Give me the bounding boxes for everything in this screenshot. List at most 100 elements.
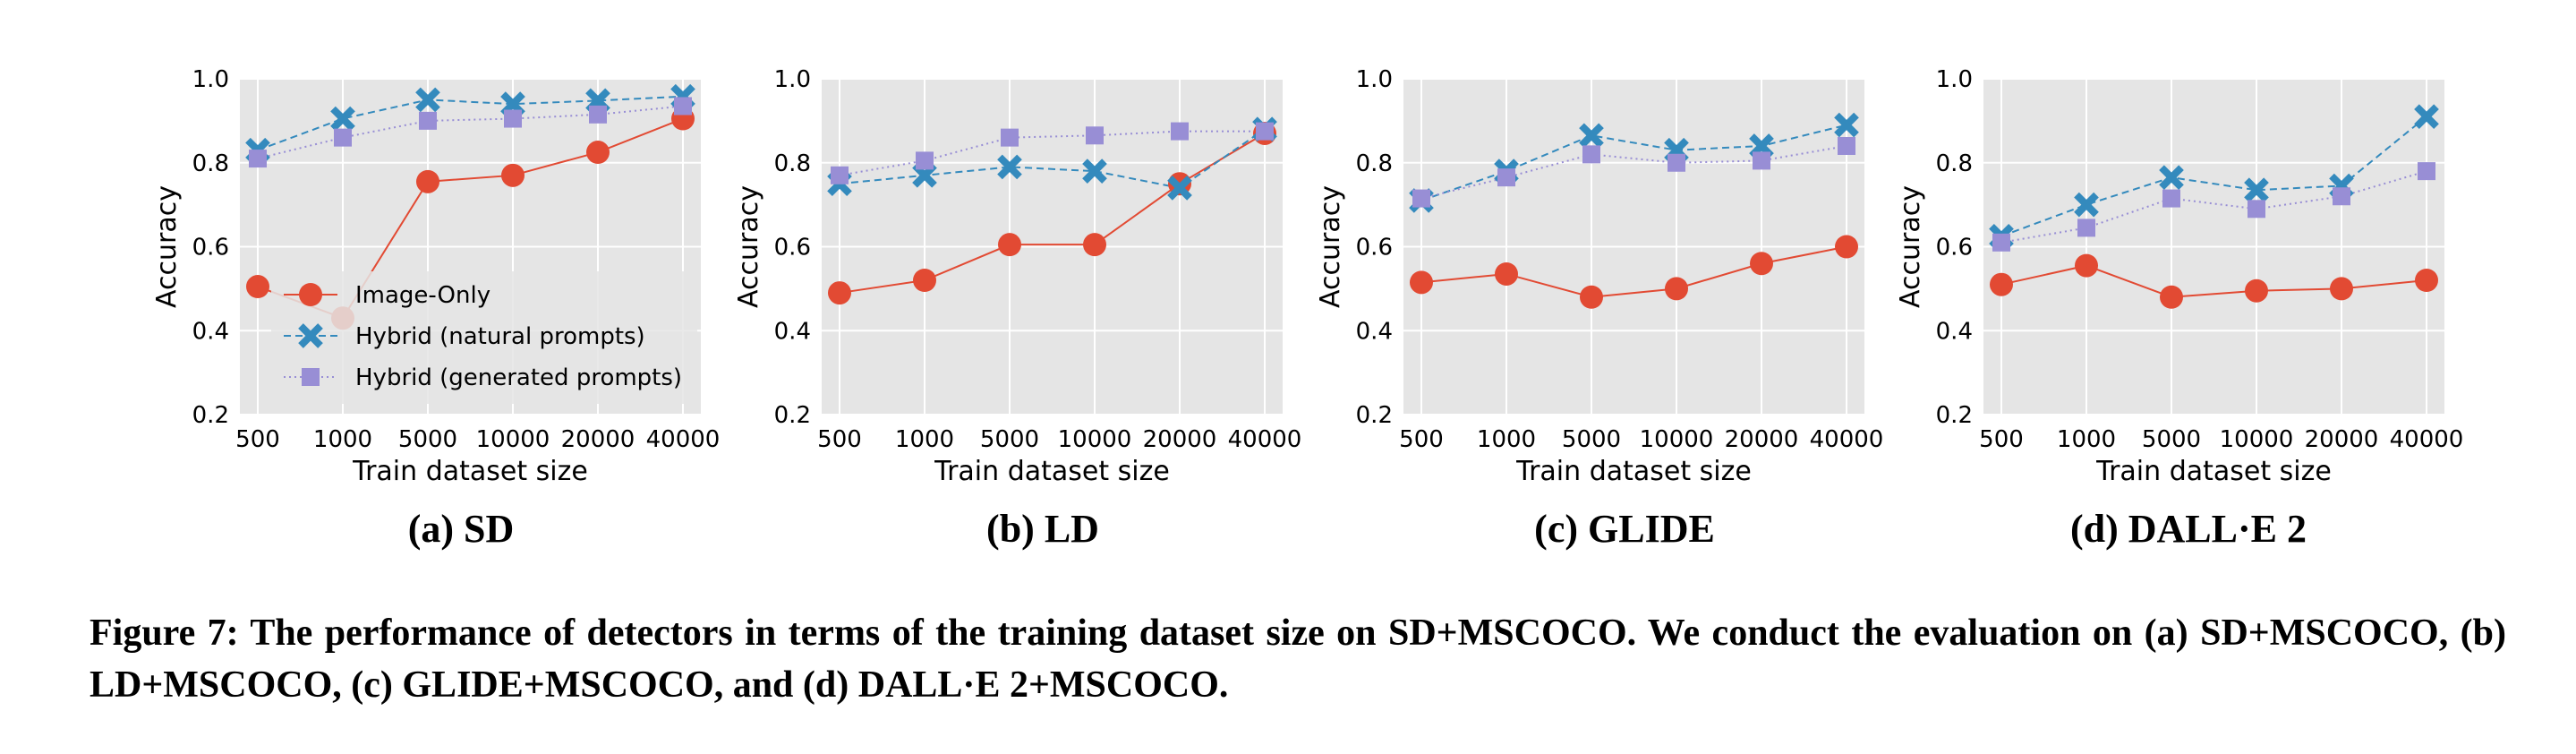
y-tick-label: 0.4 — [1936, 318, 1973, 345]
x-tick-label: 1000 — [313, 426, 372, 453]
y-axis-label: Accuracy — [151, 185, 183, 308]
chart-panel-0: 0.2 0.4 0.6 0.8 1.0 500 1000 5000 10000 20000 4000… — [151, 66, 720, 487]
x-tick-label: 10000 — [1640, 426, 1714, 453]
legend-label-1: Hybrid (natural prompts) — [355, 323, 645, 350]
x-axis-label: Train dataset size — [2095, 456, 2332, 487]
data-point-hybrid-generated — [334, 128, 352, 147]
x-tick-label: 40000 — [1228, 426, 1302, 453]
data-point-hybrid-natural — [2414, 104, 2439, 130]
data-point-image-only — [1990, 272, 2013, 296]
x-tick-label: 20000 — [2305, 426, 2379, 453]
x-tick-label: 5000 — [2142, 426, 2201, 453]
data-point-hybrid-generated — [2418, 162, 2435, 181]
y-tick-label: 0.6 — [1356, 235, 1393, 261]
data-point-hybrid-generated — [1582, 145, 1600, 164]
legend-box — [271, 271, 697, 404]
x-tick-label: 20000 — [1725, 426, 1799, 453]
y-tick-label: 1.0 — [1936, 66, 1973, 93]
data-point-image-only — [828, 281, 851, 305]
data-point-hybrid-generated — [2162, 189, 2180, 208]
y-axis-label: Accuracy — [1315, 185, 1346, 308]
data-point-hybrid-generated — [249, 150, 267, 168]
series-line-1 — [839, 128, 1266, 189]
data-point-hybrid-generated — [2077, 218, 2095, 237]
y-tick-label: 0.2 — [774, 402, 811, 429]
data-point-hybrid-generated — [1753, 151, 1770, 170]
series-line-1 — [2000, 116, 2427, 237]
data-point-image-only — [1495, 261, 1518, 286]
x-tick-label: 5000 — [1562, 426, 1621, 453]
y-tick-label: 0.8 — [192, 150, 229, 177]
x-tick-label: 20000 — [1143, 426, 1217, 453]
data-point-image-only — [586, 141, 610, 165]
series-line-0 — [2000, 264, 2427, 298]
x-axis-label: Train dataset size — [934, 456, 1170, 487]
data-point-hybrid-generated — [1412, 189, 1430, 208]
x-axis-label: Train dataset size — [1515, 456, 1752, 487]
data-point-hybrid-generated — [916, 151, 934, 170]
x-tick-label: 1000 — [895, 426, 954, 453]
figure-caption: Figure 7: The performance of detectors i… — [90, 613, 2506, 706]
legend: Image-Only Hybrid (natural prompts) Hybrid… — [271, 271, 697, 404]
y-tick-label: 0.2 — [1936, 402, 1973, 429]
panel-caption-c: (c) GLIDE — [1534, 507, 1715, 551]
data-point-hybrid-generated — [1497, 168, 1515, 187]
data-point-hybrid-generated — [1086, 126, 1104, 145]
data-point-hybrid-generated — [1668, 153, 1685, 172]
x-tick-label: 500 — [235, 426, 280, 453]
data-point-image-only — [913, 269, 936, 292]
data-point-hybrid-natural — [1579, 123, 1604, 149]
x-tick-label: 10000 — [476, 426, 550, 453]
x-tick-label: 5000 — [980, 426, 1039, 453]
data-point-image-only — [2075, 253, 2098, 278]
data-point-hybrid-natural — [2074, 192, 2099, 218]
x-tick-label: 10000 — [2220, 426, 2294, 453]
data-point-hybrid-natural — [1167, 176, 1192, 201]
data-point-hybrid-natural — [330, 106, 355, 132]
data-point-image-only — [1083, 233, 1106, 257]
data-point-image-only — [1410, 270, 1433, 295]
data-point-hybrid-natural — [1082, 159, 1107, 184]
panel-caption-d: (d) DALL·E 2 — [2069, 507, 2307, 551]
data-point-image-only — [501, 163, 525, 187]
y-tick-label: 0.6 — [1936, 235, 1973, 261]
x-tick-label: 1000 — [1477, 426, 1536, 453]
data-point-hybrid-generated — [419, 111, 437, 130]
y-tick-label: 0.6 — [774, 235, 811, 261]
data-point-image-only — [246, 275, 269, 299]
data-point-hybrid-generated — [1838, 137, 1855, 155]
data-point-hybrid-generated — [1256, 122, 1274, 141]
series-line-0 — [1420, 245, 1847, 298]
data-point-hybrid-natural — [2159, 165, 2184, 190]
legend-marker-hybrid-generated — [302, 368, 320, 386]
data-point-image-only — [2245, 278, 2268, 303]
panel-caption-b: (b) LD — [986, 507, 1099, 551]
x-tick-label: 1000 — [2057, 426, 2116, 453]
legend-marker-image-only — [299, 283, 322, 306]
data-point-hybrid-generated — [1001, 128, 1019, 147]
y-tick-label: 1.0 — [1356, 66, 1393, 93]
x-tick-label: 40000 — [2390, 426, 2464, 453]
x-tick-label: 10000 — [1058, 426, 1132, 453]
x-axis-label: Train dataset size — [352, 456, 588, 487]
y-tick-label: 0.8 — [774, 150, 811, 177]
series-line-0 — [839, 133, 1266, 295]
x-tick-label: 20000 — [561, 426, 635, 453]
data-point-image-only — [1580, 285, 1603, 309]
data-point-hybrid-natural — [1834, 112, 1859, 138]
x-tick-label: 5000 — [398, 426, 457, 453]
data-point-image-only — [998, 233, 1021, 257]
data-point-hybrid-generated — [589, 105, 607, 124]
data-point-hybrid-natural — [997, 154, 1022, 180]
data-point-image-only — [2330, 277, 2353, 301]
figure-chart-grid: 0.2 0.4 0.6 0.8 1.0 500 1000 5000 10000 20000 4000… — [151, 66, 2464, 487]
panel-caption-a: (a) SD — [407, 507, 515, 551]
series-line-2 — [1420, 145, 1847, 200]
x-tick-label: 40000 — [646, 426, 721, 453]
data-point-image-only — [1665, 277, 1688, 301]
y-tick-label: 0.8 — [1936, 150, 1973, 177]
y-tick-label: 0.4 — [192, 318, 229, 345]
data-point-image-only — [416, 169, 439, 193]
data-point-image-only — [1835, 235, 1858, 259]
x-tick-label: 500 — [1399, 426, 1444, 453]
